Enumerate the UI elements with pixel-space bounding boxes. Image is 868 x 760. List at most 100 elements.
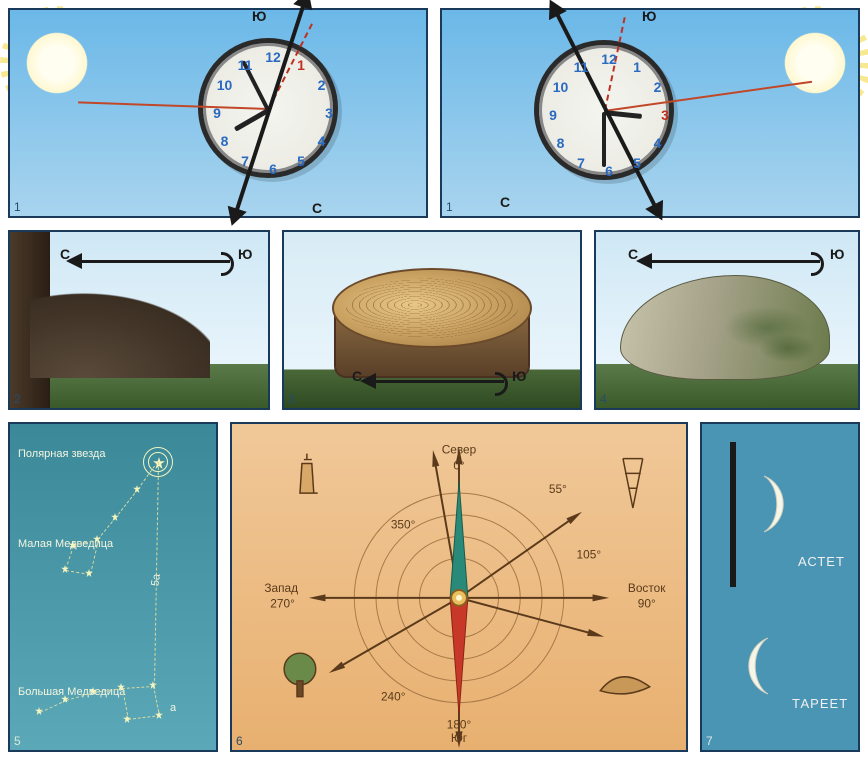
label-north: С (628, 246, 638, 262)
clock-hour-9: 9 (549, 107, 557, 123)
clock-face: 123456789101112 (534, 40, 674, 180)
label-south: Ю (830, 246, 844, 262)
panel-clock-afternoon: 123456789101112 Ю С 1 (440, 8, 860, 218)
deg-90: 90° (638, 597, 656, 611)
north-south-arrow (554, 11, 657, 209)
deg-105: 105° (577, 547, 602, 561)
deg-0: 0° (453, 458, 465, 472)
label-polaris: Полярная звезда (18, 448, 105, 460)
constellation-line (128, 715, 160, 720)
anthill (30, 283, 210, 378)
clock-hour-3: 3 (325, 105, 333, 121)
sun-icon (780, 28, 850, 98)
constellation-line (115, 489, 138, 518)
waxing-moon-icon (742, 472, 806, 536)
label-east: Восток (628, 581, 666, 595)
clock-hour-3: 3 (661, 107, 669, 123)
label-south: Ю (252, 8, 266, 24)
sky: 123456789101112 Ю С 1 (10, 10, 426, 216)
clock-hour-10: 10 (217, 77, 233, 93)
panel-polaris: Полярная звезда Малая Медведица Большая … (8, 422, 218, 752)
direction-arrow (80, 260, 230, 263)
clock-hour-11: 11 (574, 59, 589, 75)
panel-number: 5 (14, 734, 21, 748)
constellation-line (40, 700, 66, 713)
clock-hour-6: 6 (605, 163, 613, 179)
clock-hour-12: 12 (265, 49, 281, 65)
deg-240: 240° (381, 690, 406, 704)
constellation-line (122, 688, 129, 720)
panel-number: 1 (14, 200, 21, 214)
scene: С Ю 2 (10, 232, 268, 408)
constellation-line (122, 686, 154, 689)
label-ursa-major: Большая Медведица (18, 686, 125, 698)
clock-hour-7: 7 (241, 153, 249, 169)
panel-boulder: С Ю 4 (594, 230, 860, 410)
clock-hour-4: 4 (654, 135, 662, 151)
label-north: Север (442, 443, 477, 457)
clock-face: 123456789101112 (198, 38, 338, 178)
label-south: Ю (238, 246, 252, 262)
panel-stump: С Ю 3 (282, 230, 582, 410)
clock-hour-5: 5 (633, 155, 641, 171)
label-north: С (60, 246, 70, 262)
label-a: а (170, 702, 176, 714)
compass-svg: Север 0° Юг 180° Запад 270° Восток 90° 5… (232, 424, 686, 750)
boulder (620, 275, 830, 380)
panel-number: 1 (446, 200, 453, 214)
clock-hour-5: 5 (297, 153, 305, 169)
deg-55: 55° (549, 482, 567, 496)
panel-anthill: С Ю 2 (8, 230, 270, 410)
constellation-line (97, 517, 116, 540)
panel-clock-morning: 123456789101112 Ю С 1 (8, 8, 428, 218)
clock-hour-12: 12 (601, 51, 617, 67)
clock-hour-10: 10 (553, 79, 569, 95)
waning-moon-icon (726, 634, 790, 698)
label-north: С (500, 194, 510, 210)
sun-line (78, 101, 268, 110)
sun-line (604, 81, 812, 112)
panel-number: 2 (14, 392, 21, 406)
panel-compass: Север 0° Юг 180° Запад 270° Восток 90° 5… (230, 422, 688, 752)
clock-hour-8: 8 (557, 135, 565, 151)
scene: С Ю 4 (596, 232, 858, 408)
panel-number: 7 (706, 734, 713, 748)
panel-number: 6 (236, 734, 243, 748)
sky: 123456789101112 Ю С 1 (442, 10, 858, 216)
label-south: Ю (512, 368, 526, 384)
deg-180: 180° (447, 717, 472, 731)
label-waning: ТАРЕЕТ (792, 696, 848, 711)
compass-scene: Север 0° Юг 180° Запад 270° Восток 90° 5… (232, 424, 686, 750)
clock-hour-4: 4 (318, 133, 326, 149)
night-sky: Полярная звезда Малая Медведица Большая … (10, 424, 216, 750)
deg-270: 270° (270, 597, 295, 611)
star (61, 565, 69, 573)
direction-arrow (650, 260, 820, 263)
panel-number: 4 (600, 392, 607, 406)
minute-hand (602, 112, 606, 167)
stick (730, 442, 736, 587)
stump-rings (332, 268, 532, 348)
label-waxing: АСТЕТ (798, 554, 845, 569)
clock-hour-6: 6 (269, 161, 277, 177)
sun-icon (22, 28, 92, 98)
panel-number: 3 (288, 392, 295, 406)
label-south: Юг (451, 731, 467, 745)
panel-moon: АСТЕТ ТАРЕЕТ 7 (700, 422, 860, 752)
clock-hour-1: 1 (297, 57, 305, 73)
label-south: Ю (642, 8, 656, 24)
deg-350: 350° (391, 518, 416, 532)
clock-hour-2: 2 (318, 77, 326, 93)
moon-scene: АСТЕТ ТАРЕЕТ 7 (702, 424, 858, 750)
clock-hour-7: 7 (577, 155, 585, 171)
clock-hour-1: 1 (633, 59, 641, 75)
scene: С Ю 3 (284, 232, 580, 408)
label-north: С (312, 200, 322, 216)
clock-hour-2: 2 (654, 79, 662, 95)
clock-hour-9: 9 (213, 105, 221, 121)
clock-hour-8: 8 (221, 133, 229, 149)
label-north: С (352, 368, 362, 384)
direction-arrow (374, 380, 504, 383)
label-west: Запад (264, 581, 298, 595)
clock-hour-11: 11 (238, 57, 253, 73)
